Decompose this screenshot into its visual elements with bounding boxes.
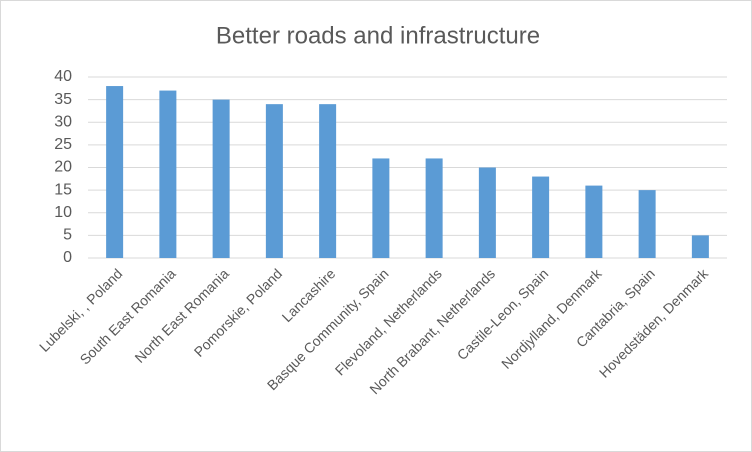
bar: [106, 86, 124, 258]
y-tick-label: 30: [54, 113, 72, 130]
bar: [159, 90, 177, 258]
bar: [585, 185, 603, 258]
bar: [532, 176, 550, 258]
bar: [691, 235, 709, 258]
bar: [265, 104, 283, 259]
y-tick-label: 15: [54, 181, 72, 198]
y-tick-label: 0: [63, 249, 72, 266]
y-tick-label: 40: [54, 68, 72, 85]
y-tick-label: 35: [54, 91, 72, 108]
bar: [212, 99, 230, 258]
y-tick-label: 10: [54, 204, 72, 221]
bar: [425, 158, 443, 258]
y-tick-label: 5: [63, 227, 72, 244]
bar: [638, 190, 656, 258]
bar: [478, 167, 496, 258]
y-tick-label: 20: [54, 159, 72, 176]
chart-title: Better roads and infrastructure: [216, 22, 540, 49]
bar: [319, 104, 337, 259]
y-tick-label: 25: [54, 136, 72, 153]
bar: [372, 158, 390, 258]
